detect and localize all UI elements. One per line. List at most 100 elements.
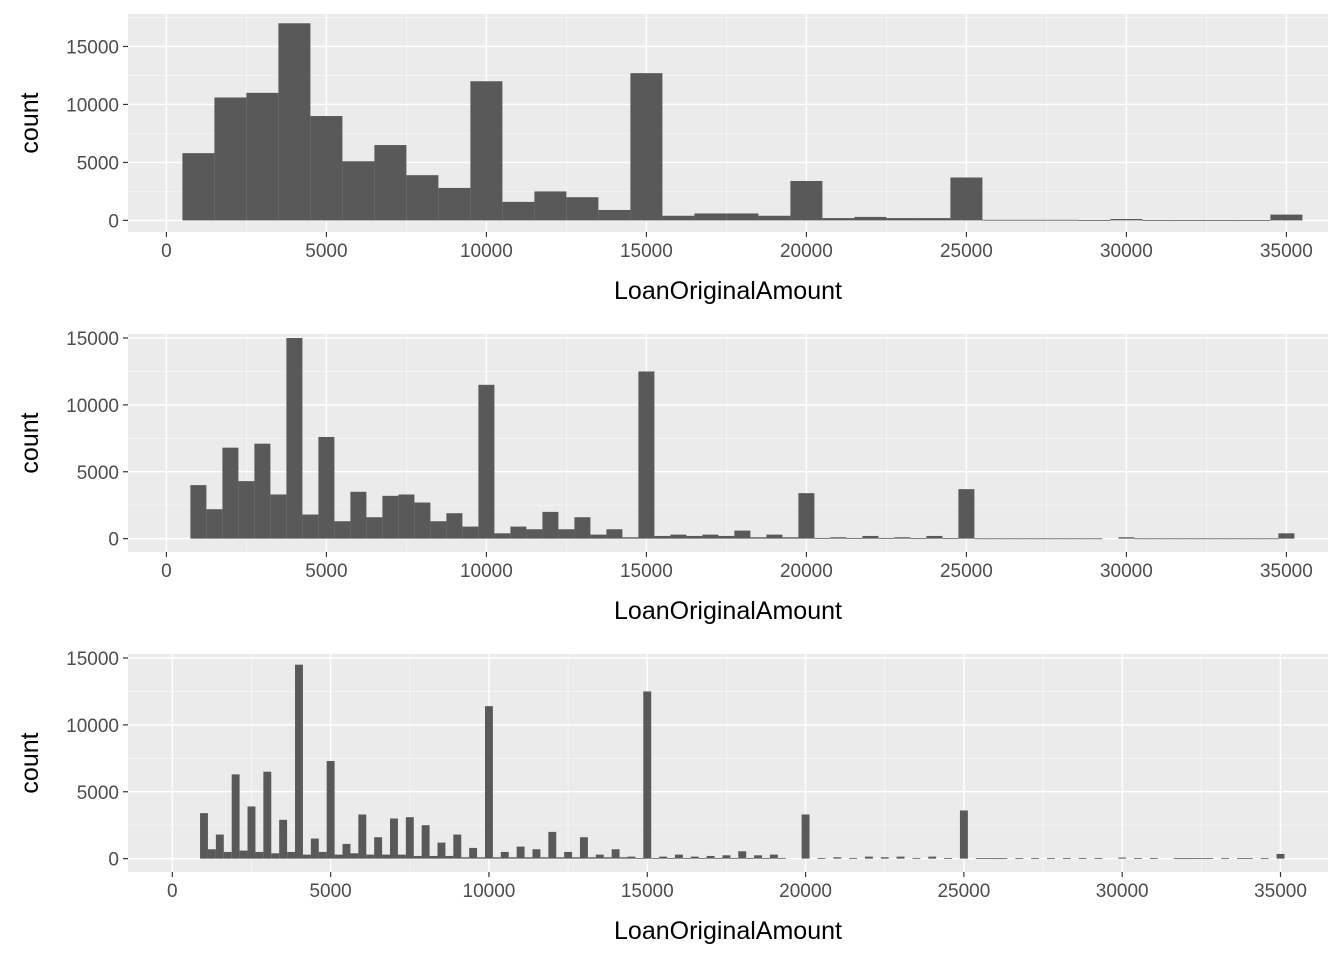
histogram-bar (801, 814, 810, 859)
x-axis: 0 5000 10000 15000 20000 25000 30000 35000 (161, 232, 1313, 262)
histogram-bar (534, 191, 567, 221)
histogram-bar (830, 537, 847, 539)
histogram-bar (206, 509, 223, 539)
histogram-bar (682, 857, 691, 859)
x-tick-label: 0 (161, 241, 172, 262)
histogram-bar (1230, 538, 1247, 540)
histogram-bar (690, 856, 699, 859)
y-axis: 0 5000 10000 15000 (66, 37, 128, 232)
histogram-bar (1262, 538, 1279, 540)
histogram-bar (862, 535, 879, 539)
histogram-bar (635, 857, 644, 859)
histogram-bar (286, 338, 303, 539)
histogram-bar (769, 854, 778, 859)
histogram-bar (231, 774, 240, 859)
histogram-bar (1260, 858, 1269, 860)
histogram-bar (445, 855, 454, 859)
histogram-bar (462, 526, 479, 539)
y-tick-label: 10000 (66, 95, 119, 116)
histogram-bar (912, 857, 921, 859)
histogram-bar (548, 831, 557, 859)
histogram-bar (469, 847, 478, 859)
histogram-bar (1022, 538, 1039, 540)
x-axis-title: LoanOriginalAmount (614, 597, 842, 625)
histogram-bar (1046, 219, 1079, 221)
histogram-bar (223, 851, 232, 859)
histogram-bar (944, 857, 953, 859)
histogram-bar (1221, 858, 1230, 860)
histogram-bar (239, 850, 248, 859)
histogram-bar (698, 857, 707, 859)
histogram-panel-binwidth-500: 0 5000 10000 15000 20000 25000 30000 35000 0 500… (16, 329, 1328, 625)
x-axis-title: LoanOriginalAmount (614, 277, 842, 305)
histogram-bar (734, 530, 751, 539)
y-tick-label: 5000 (77, 783, 119, 804)
histogram-bar (342, 161, 375, 221)
histogram-bar (310, 116, 343, 221)
histogram-bar (295, 664, 303, 859)
histogram-bar (1078, 220, 1111, 221)
histogram-bar (508, 857, 517, 859)
histogram-bar (1244, 858, 1253, 860)
histogram-bar (524, 857, 533, 859)
histogram-bar (478, 384, 495, 539)
histogram-bar (606, 529, 623, 539)
histogram-bar (958, 489, 975, 539)
histogram-bar (651, 857, 660, 859)
histogram-bar (437, 842, 446, 859)
x-tick-label: 35000 (1260, 241, 1313, 262)
histogram-bar (190, 485, 207, 539)
histogram-bar (215, 834, 224, 859)
histogram-bar (406, 175, 439, 221)
histogram-bar (540, 857, 549, 859)
histogram-bar (1238, 220, 1271, 221)
histogram-bar (896, 856, 905, 859)
x-tick-label: 15000 (621, 881, 674, 902)
histogram-bar (722, 855, 731, 859)
x-tick-label: 30000 (1100, 561, 1153, 582)
y-tick-label: 15000 (66, 329, 119, 350)
histogram-bar (1086, 538, 1103, 540)
histogram-bar (975, 858, 984, 860)
histogram-bar (886, 218, 919, 221)
histogram-bar (1166, 538, 1183, 540)
histogram-bar (558, 529, 575, 539)
histogram-bar (1246, 538, 1263, 540)
histogram-bar (822, 218, 855, 221)
histogram-bar (926, 535, 943, 539)
x-tick-label: 30000 (1096, 881, 1149, 902)
histogram-bar (350, 491, 367, 539)
histogram-bar (334, 854, 343, 859)
histogram-bar (1236, 858, 1245, 860)
histogram-panel-binwidth-1000: 0 5000 10000 15000 20000 25000 30000 35000 0 500… (16, 14, 1328, 305)
histogram-bar (382, 854, 391, 859)
histogram-bar (566, 197, 599, 221)
y-axis-title: count (16, 412, 44, 473)
histogram-bar (990, 538, 1007, 540)
histogram-bar (659, 856, 668, 859)
histogram-bar (564, 851, 573, 859)
histogram-bar (1181, 858, 1190, 860)
histogram-bar (702, 534, 719, 539)
histogram-bar (1182, 538, 1199, 540)
y-tick-label: 15000 (66, 37, 119, 58)
x-tick-label: 10000 (460, 241, 513, 262)
y-tick-label: 0 (108, 850, 119, 871)
y-tick-label: 0 (108, 530, 119, 551)
histogram-bar (950, 177, 983, 221)
y-axis: 0 5000 10000 15000 (66, 649, 128, 871)
histogram-bar (627, 856, 636, 859)
histogram-bar (1173, 858, 1182, 860)
histogram-bar (777, 857, 786, 859)
histogram-bar (910, 538, 927, 540)
histogram-bar (438, 187, 471, 221)
x-tick-label: 25000 (940, 561, 993, 582)
histogram-bar (766, 534, 783, 539)
histogram-bar (421, 825, 430, 859)
histogram-bar (1031, 858, 1040, 860)
histogram-bar (1062, 858, 1071, 860)
histogram-bar (983, 858, 992, 860)
histogram-bar (622, 537, 639, 539)
histogram-bar (667, 857, 675, 859)
